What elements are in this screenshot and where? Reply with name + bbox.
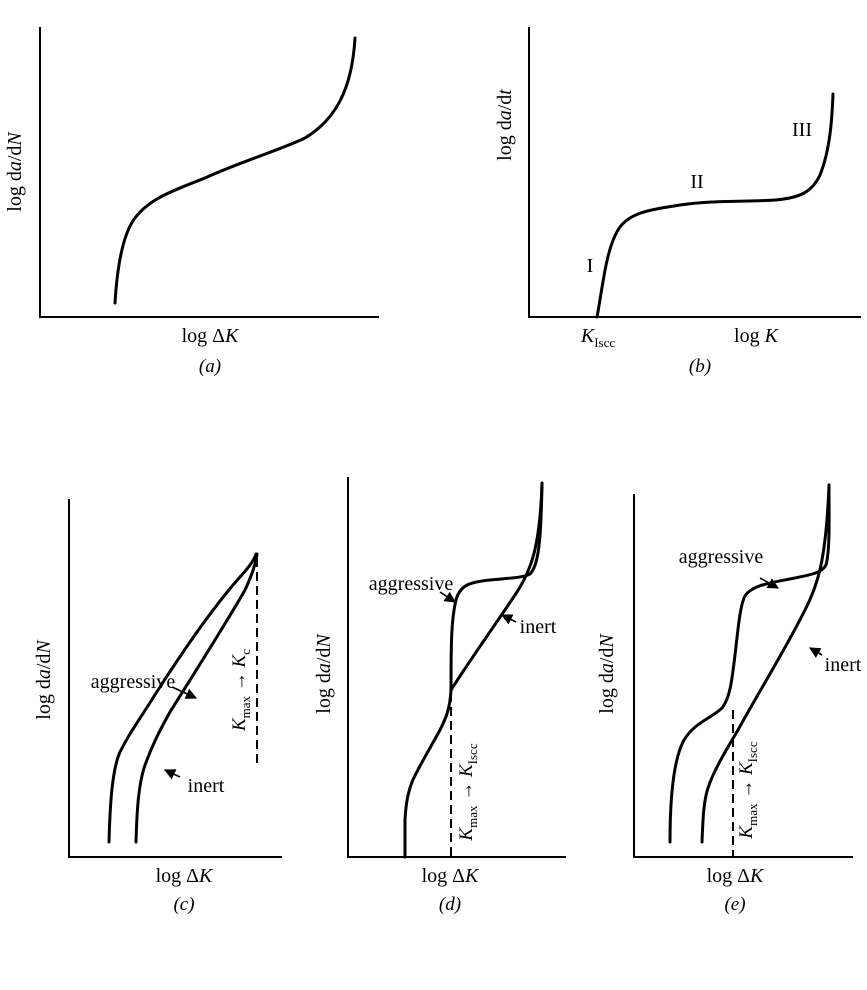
panel-e-inert-curve <box>702 485 829 842</box>
panel-c-ylabel: log da/dN <box>33 639 55 720</box>
panel-a-curve <box>115 38 355 303</box>
panel-b-region-1: I <box>587 255 594 277</box>
panel-e-ylabel: log da/dN <box>596 633 618 714</box>
panel-e-dash-label: Kmax → KIscc <box>736 741 760 839</box>
panel-c-inert-arrow <box>165 770 180 777</box>
panel-a-axes <box>40 28 378 317</box>
panel-d-dash-label: Kmax → KIscc <box>456 743 480 841</box>
panel-a-ylabel: log da/dN <box>4 131 26 212</box>
panel-b-ylabel: log da/dt <box>494 89 516 161</box>
panel-e-inert-arrow <box>810 648 822 655</box>
panel-c-aggressive-curve <box>109 554 256 842</box>
panel-c-caption: (c) <box>173 894 194 915</box>
panel-a: log da/dN log ΔK (a) <box>4 28 378 377</box>
panel-a-caption: (a) <box>199 356 221 377</box>
panel-b-region-2: II <box>690 171 703 193</box>
panel-e-caption: (e) <box>724 894 745 915</box>
panel-d-aggressive-label: aggressive <box>369 573 454 595</box>
panel-c: log da/dN aggressive inert Kmax → Kc log… <box>33 500 281 915</box>
panel-d: log da/dN aggressive inert Kmax → KIscc … <box>313 478 565 915</box>
panel-a-xlabel: log ΔK <box>182 325 240 347</box>
panel-c-dash-label: Kmax → Kc <box>229 649 253 732</box>
panel-d-xlabel: log ΔK <box>422 865 480 887</box>
panel-c-xlabel: log ΔK <box>156 865 214 887</box>
panel-d-caption: (d) <box>439 894 461 915</box>
panel-c-inert-label: inert <box>188 775 225 797</box>
panel-b-threshold-label: KIscc <box>580 325 616 350</box>
panel-e: log da/dN aggressive inert Kmax → KIscc … <box>596 485 862 915</box>
panel-e-inert-label: inert <box>825 654 862 676</box>
panel-b-caption: (b) <box>689 356 711 377</box>
panel-d-inert-curve <box>405 690 451 857</box>
panel-e-xlabel: log ΔK <box>707 865 765 887</box>
panel-c-aggressive-label: aggressive <box>91 671 176 693</box>
panel-b-region-3: III <box>792 119 812 141</box>
panel-b: log da/dt KIscc log K I II III (b) <box>494 28 860 377</box>
panel-d-aggressive-curve <box>451 483 542 690</box>
panel-d-inert-arrow <box>502 615 516 622</box>
panel-e-aggressive-label: aggressive <box>679 546 764 568</box>
panel-d-inert-label: inert <box>520 616 557 638</box>
panel-d-ylabel: log da/dN <box>313 633 335 714</box>
panel-b-xlabel: log K <box>734 325 780 347</box>
